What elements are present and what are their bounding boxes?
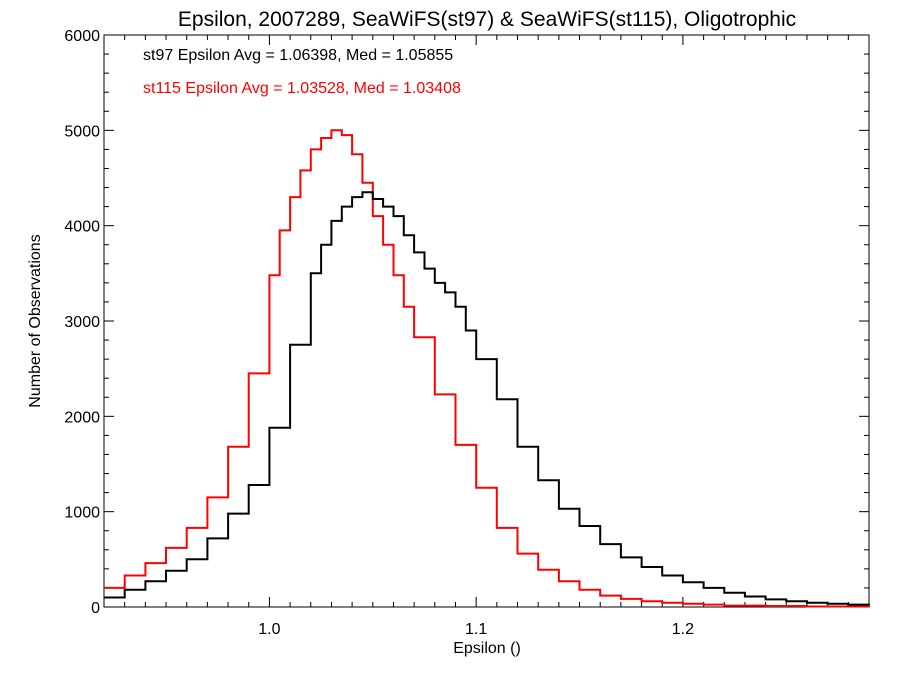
y-axis-label: Number of Observations (27, 234, 44, 407)
plot-frame (103, 34, 870, 608)
y-tick-label: 6000 (64, 28, 100, 45)
x-tick-label: 1.1 (465, 621, 487, 638)
series-line-st115 (104, 129, 870, 608)
x-tick-label: 1.0 (258, 621, 280, 638)
x-tick-label: 1.2 (672, 621, 694, 638)
annotation-st115: st115 Epsilon Avg = 1.03528, Med = 1.034… (143, 80, 461, 97)
x-axis-label: Epsilon () (453, 640, 521, 657)
y-tick-label: 1000 (64, 505, 100, 522)
y-tick-label: 5000 (64, 123, 100, 140)
y-tick-label: 2000 (64, 409, 100, 426)
annotation-st97: st97 Epsilon Avg = 1.06398, Med = 1.0585… (143, 47, 453, 64)
y-tick-label: 0 (91, 600, 100, 617)
chart-title: Epsilon, 2007289, SeaWiFS(st97) & SeaWiF… (178, 8, 796, 31)
series-line-st97 (104, 191, 870, 606)
y-tick-label: 4000 (64, 219, 100, 236)
y-tick-label: 3000 (64, 314, 100, 331)
